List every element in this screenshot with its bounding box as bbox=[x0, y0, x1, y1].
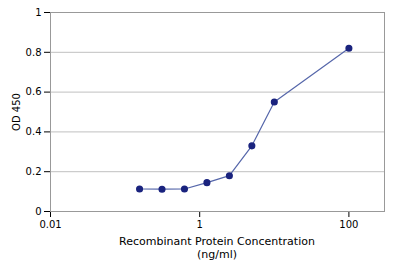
html-text:(ng/ml): (ng/ml) bbox=[197, 248, 237, 261]
svg-text:100: 100 bbox=[339, 219, 358, 230]
svg-text:0.4: 0.4 bbox=[26, 126, 42, 137]
svg-text:0.8: 0.8 bbox=[26, 47, 42, 58]
svg-text:0.2: 0.2 bbox=[26, 166, 42, 177]
svg-text:0: 0 bbox=[35, 206, 41, 217]
svg-text:OD 450: OD 450 bbox=[11, 93, 22, 131]
svg-text:0.01: 0.01 bbox=[39, 219, 61, 230]
svg-text:0.6: 0.6 bbox=[26, 86, 42, 97]
svg-text:1: 1 bbox=[35, 7, 41, 18]
html-text:Recombinant Protein Concentrat: Recombinant Protein Concentration bbox=[119, 235, 315, 248]
svg-text:1: 1 bbox=[197, 219, 203, 230]
